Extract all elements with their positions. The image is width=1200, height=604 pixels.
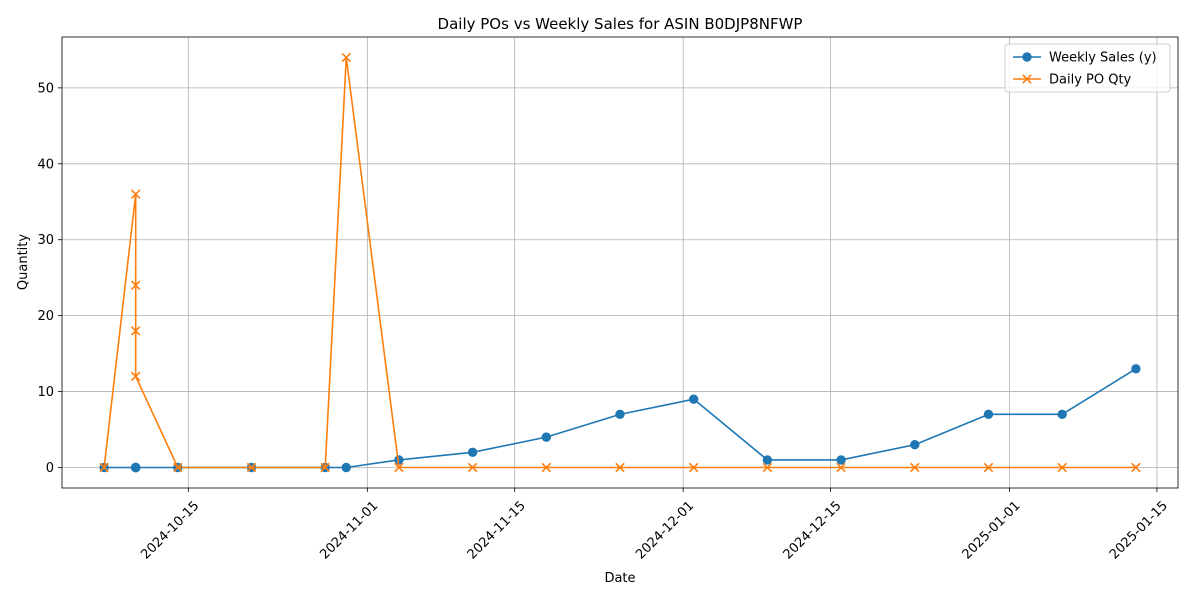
weekly-sales-point (1131, 364, 1141, 374)
weekly-sales-point (762, 455, 773, 465)
daily-po-qty-point (341, 52, 352, 63)
daily-po-qty-point (983, 462, 994, 473)
x-axis-label: Date (604, 571, 635, 586)
daily-po-qty-point (99, 462, 109, 473)
legend-label-daily-po-qty: Daily PO Qty (1049, 73, 1132, 88)
weekly-sales-point (341, 462, 351, 473)
daily-po-qty-point (910, 462, 920, 473)
daily-po-qty-point (320, 462, 330, 473)
weekly-sales-point (910, 440, 920, 450)
daily-po-qty-point (1131, 462, 1141, 473)
weekly-sales-point (836, 455, 846, 465)
daily-po-qty-point (130, 371, 141, 382)
plot-frame (61, 36, 1179, 489)
daily-po-qty-point (688, 462, 699, 473)
x-tick-label: 2025-01-15 (1107, 498, 1171, 562)
weekly-sales-point (541, 432, 552, 442)
daily-po-qty-point (762, 462, 773, 473)
daily-po-qty-point (173, 462, 183, 473)
daily-po-qty-point (394, 462, 404, 473)
grid (62, 37, 1178, 488)
y-axis-label: Quantity (16, 234, 31, 290)
weekly-sales-point (688, 394, 699, 404)
daily-po-qty-point (615, 462, 625, 473)
y-tick-label: 10 (37, 385, 54, 400)
daily-po-qty-point (467, 462, 478, 473)
x-tick-label: 2024-12-15 (781, 498, 845, 562)
daily-po-qty-point (130, 189, 141, 199)
legend-box (1004, 43, 1171, 93)
series-daily-po-qty (99, 52, 1141, 473)
y-axis: 0 10 20 30 40 50 (37, 81, 62, 476)
daily-po-qty-point (1057, 462, 1067, 473)
daily-po-qty-line (103, 56, 1136, 469)
y-tick-label: 0 (46, 461, 54, 476)
chart-title: Daily POs vs Weekly Sales for ASIN B0DJP… (438, 15, 803, 33)
x-tick-label: 2024-11-01 (317, 498, 381, 562)
y-tick-label: 30 (37, 233, 54, 248)
x-tick-label: 2025-01-01 (960, 498, 1024, 562)
weekly-sales-point (983, 409, 994, 420)
legend-marker-weekly-sales (1022, 52, 1032, 62)
x-tick-label: 2024-10-15 (138, 498, 202, 562)
legend-label-weekly-sales: Weekly Sales (y) (1049, 51, 1157, 66)
weekly-sales-point (467, 447, 478, 458)
weekly-sales-point (615, 409, 625, 420)
legend: Weekly Sales (y) Daily PO Qty (1004, 43, 1171, 93)
x-tick-label: 2024-11-15 (465, 498, 529, 562)
legend-marker-daily-po-qty (1022, 74, 1032, 84)
x-tick-label: 2024-12-01 (633, 498, 697, 562)
y-tick-label: 50 (37, 81, 54, 96)
daily-po-qty-point (246, 462, 257, 473)
daily-po-qty-point (130, 280, 141, 291)
daily-po-qty-point (130, 326, 141, 336)
weekly-sales-point (130, 462, 141, 473)
y-tick-label: 40 (37, 157, 54, 172)
daily-po-qty-point (541, 462, 552, 473)
daily-po-qty-point (836, 462, 846, 473)
series-layer (99, 52, 1141, 473)
weekly-sales-point (1057, 409, 1067, 420)
y-tick-label: 20 (37, 309, 54, 324)
series-weekly-sales (99, 364, 1141, 473)
x-axis: 2024-10-15 2024-11-01 2024-11-15 2024-12-01… (138, 488, 1171, 562)
